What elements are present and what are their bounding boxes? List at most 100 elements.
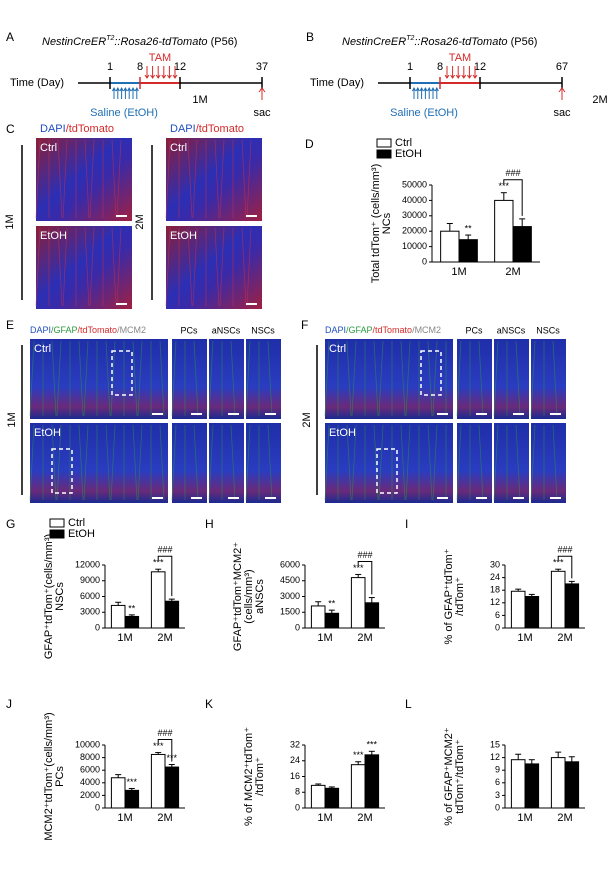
inset-label: PCs [465,325,483,335]
tam-arrow [455,66,461,79]
tam-arrow [150,66,156,79]
title-sup: T2 [106,35,114,42]
micrograph-texture [230,340,236,417]
x-tick-label: 1M [517,632,532,644]
micrograph-texture [267,424,273,501]
bar [150,753,166,809]
micrograph-texture [29,424,35,501]
bar [564,583,580,629]
stain-label: DAPI/tdTomato [40,123,114,135]
bar [124,789,140,809]
panel-letter: C [6,122,15,136]
legend-swatch [49,518,65,528]
stain-part: /MCM2 [117,325,146,335]
stain-part: /tdTomato [78,325,118,335]
saline-arrow [123,86,128,99]
micrograph-texture [230,424,236,501]
micrograph-texture [246,227,252,307]
bar [350,764,366,809]
group-label: 1M [4,214,16,229]
micrograph-texture [346,424,352,501]
saline-arrow [434,86,439,99]
stain-part: DAPI [30,325,51,335]
micrograph-texture [219,139,225,219]
sac-arrow [258,87,266,100]
significance: ** [328,599,336,609]
y-tick-label: 10000 [75,739,100,749]
micrograph [494,339,529,419]
saline-arrow [427,86,432,99]
bar [164,600,180,629]
tam-arrow [161,66,167,79]
group-label: 1M [6,412,18,427]
significance: *** [353,563,364,573]
y-tick-label: 16 [290,771,300,781]
micrograph-texture [62,227,68,307]
micrograph-texture [159,340,165,417]
row-label: Ctrl [170,142,187,154]
significance: *** [367,740,378,750]
micrograph-texture [400,424,406,501]
micrograph-texture [427,424,433,501]
micrograph-texture [110,424,116,501]
stain-label: DAPI/tdTomato [170,123,244,135]
micrograph [531,339,566,419]
day-label: 12 [474,61,486,73]
day-label: 8 [137,61,143,73]
roi-box [376,448,398,494]
y-axis-label: tdTom⁺/tdTom⁺ [454,739,466,814]
micrograph-texture [89,227,95,307]
x-tick-label: 2M [357,812,372,824]
micrograph-texture [78,340,84,417]
day-label: 1 [407,61,413,73]
day-label: 67 [556,61,568,73]
micrograph-texture [351,340,357,417]
roi-box [111,350,133,396]
micrograph-texture [432,424,438,501]
tam-label: TAM [449,52,471,64]
y-tick-label: 12000 [75,559,100,569]
row-label: EtOH [329,427,356,439]
y-axis-label: % of GFAP⁺MCM2⁺ [443,727,455,826]
y-axis-label: MCM2⁺tdTom⁺(cells/mm³) [43,712,55,840]
micrograph-texture [187,227,193,307]
x-tick-label: 2M [157,812,172,824]
x-tick-label: 1M [317,632,332,644]
y-axis-label: NSCs [54,582,66,611]
inset-label: NSCs [536,325,560,335]
significance: *** [153,558,164,568]
micrograph-texture [214,139,220,219]
micrograph-texture [515,340,521,417]
bar [124,615,140,629]
y-tick-label: 0 [295,802,300,812]
micrograph-texture [245,340,251,417]
y-tick-label: 3 [495,790,500,800]
micrograph-texture [378,340,384,417]
micrograph-texture [51,340,57,417]
micrograph-texture [165,139,171,219]
micrograph-texture [51,424,57,501]
micrograph [494,423,529,503]
micrograph-texture [530,424,536,501]
y-tick-label: 20000 [402,226,427,236]
micrograph-texture [83,424,89,501]
bar [310,605,326,629]
bar [510,759,526,809]
micrograph-texture [83,340,89,417]
bar [350,577,366,629]
bar [150,571,166,629]
bar [550,757,566,809]
bracket-label: ### [357,550,372,560]
y-tick-label: 30 [490,559,500,569]
bar [364,754,380,809]
bar [524,596,540,629]
y-axis-label: /tdTom⁺ [254,757,266,796]
tam-arrow [444,66,450,79]
micrograph-texture [373,340,379,417]
y-axis-label: GFAP⁺tdTom⁺(cells/mm³) [43,534,55,659]
y-tick-label: 8000 [80,752,100,762]
micrograph-texture [192,227,198,307]
bar [364,602,380,629]
row-label: Ctrl [329,343,346,355]
sac-label: sac [553,107,571,119]
